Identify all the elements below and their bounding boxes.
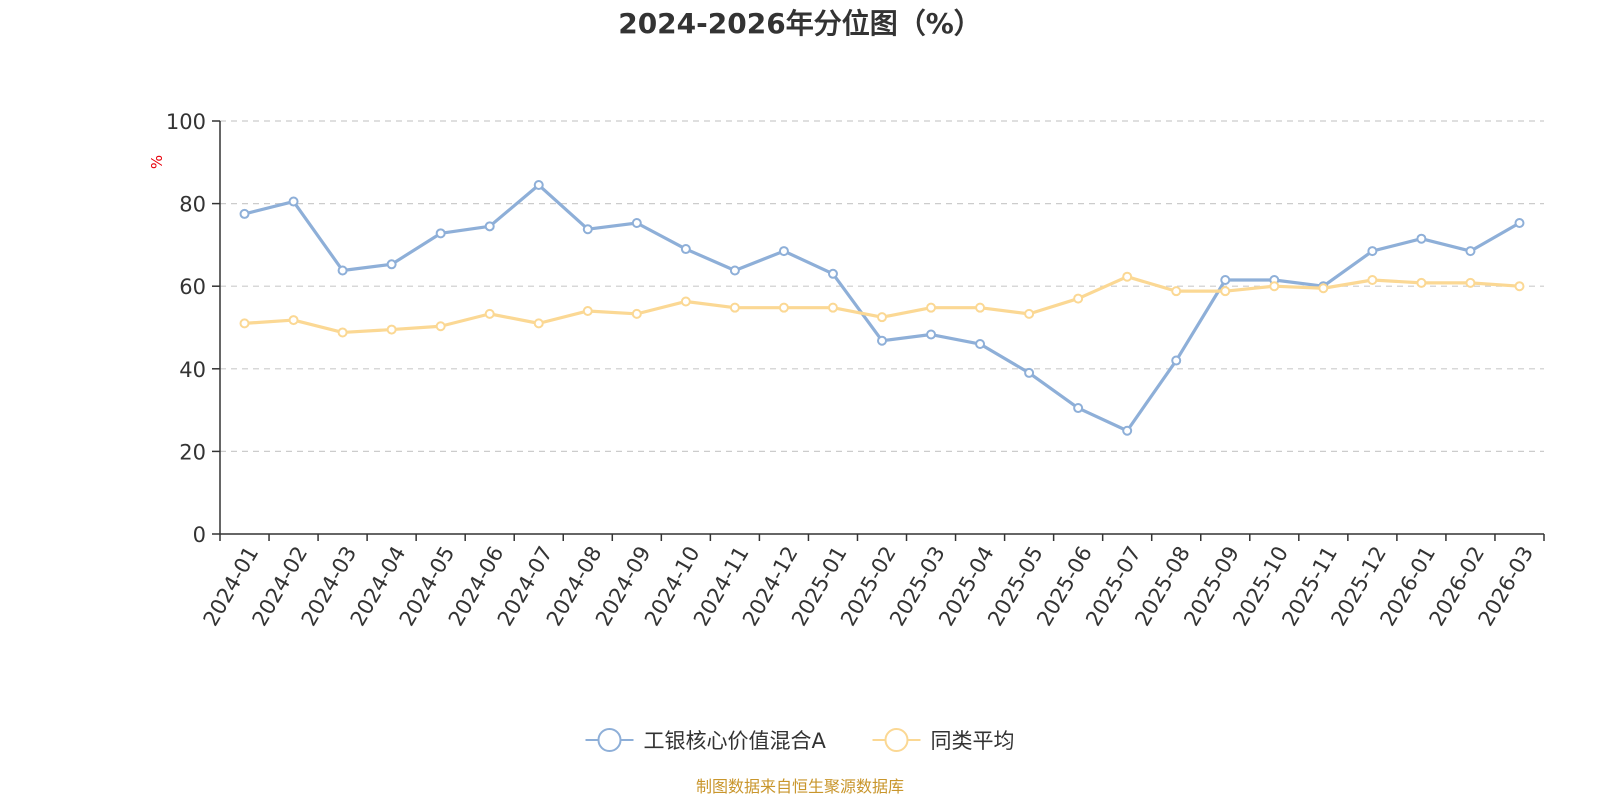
data-point[interactable]	[1269, 281, 1280, 292]
data-point[interactable]	[1024, 308, 1035, 319]
series-line	[244, 183, 1521, 433]
y-tick-label: 20	[179, 440, 206, 464]
y-tick-label: 0	[193, 523, 206, 547]
data-point[interactable]	[926, 302, 937, 313]
data-point[interactable]	[239, 208, 250, 219]
legend-label: 工银核心价值混合A	[644, 729, 827, 753]
data-source-note: 制图数据来自恒生聚源数据库	[696, 777, 904, 796]
legend-swatch-marker	[884, 728, 909, 752]
data-point[interactable]	[1122, 425, 1133, 436]
data-point[interactable]	[1073, 293, 1084, 304]
data-point[interactable]	[288, 196, 299, 207]
data-point[interactable]	[582, 305, 593, 316]
data-point[interactable]	[582, 224, 593, 235]
data-point[interactable]	[1171, 286, 1182, 297]
data-point[interactable]	[729, 302, 740, 313]
data-point[interactable]	[827, 268, 838, 279]
data-point[interactable]	[1416, 277, 1427, 288]
data-point[interactable]	[1465, 246, 1476, 257]
data-point[interactable]	[1465, 277, 1476, 288]
data-point[interactable]	[680, 296, 691, 307]
y-axis-unit-label: %	[148, 155, 166, 169]
data-point[interactable]	[386, 324, 397, 335]
data-point[interactable]	[239, 318, 250, 329]
legend[interactable]: 工银核心价值混合A 同类平均	[585, 728, 1015, 753]
data-point[interactable]	[386, 259, 397, 270]
y-tick-label: 80	[179, 193, 206, 217]
series-1	[239, 180, 1525, 436]
data-point[interactable]	[631, 308, 642, 319]
data-point[interactable]	[1220, 286, 1231, 297]
y-tick-label: 100	[166, 110, 206, 134]
data-point[interactable]	[926, 329, 937, 340]
data-point[interactable]	[435, 321, 446, 332]
data-point[interactable]	[975, 339, 986, 350]
data-point[interactable]	[1171, 355, 1182, 366]
data-point[interactable]	[1514, 281, 1525, 292]
data-point[interactable]	[1122, 271, 1133, 282]
data-point[interactable]	[337, 265, 348, 276]
legend-label: 同类平均	[931, 729, 1015, 753]
data-point[interactable]	[680, 244, 691, 255]
data-point[interactable]	[1318, 283, 1329, 294]
data-point[interactable]	[533, 180, 544, 191]
data-point[interactable]	[1073, 403, 1084, 414]
data-point[interactable]	[729, 265, 740, 276]
data-point[interactable]	[778, 246, 789, 257]
data-point[interactable]	[1367, 246, 1378, 257]
series-2	[239, 271, 1525, 338]
chart-title: 2024-2026年分位图（%）	[618, 7, 982, 40]
data-point[interactable]	[631, 218, 642, 229]
data-point[interactable]	[877, 335, 887, 346]
axes: 0204060801002024-012024-022024-032024-04…	[166, 110, 1545, 630]
data-point[interactable]	[1514, 218, 1525, 229]
legend-swatch-marker	[597, 728, 622, 752]
data-point[interactable]	[975, 302, 986, 313]
data-point[interactable]	[435, 228, 446, 239]
legend-item-1[interactable]: 工银核心价值混合A	[585, 728, 827, 753]
data-point[interactable]	[1367, 275, 1378, 286]
legend-item-2[interactable]: 同类平均	[872, 728, 1015, 753]
y-tick-label: 40	[179, 358, 206, 382]
data-point[interactable]	[827, 302, 838, 313]
data-point[interactable]	[778, 302, 789, 313]
data-point[interactable]	[1220, 275, 1231, 286]
series-lines	[239, 180, 1525, 436]
data-point[interactable]	[484, 308, 495, 319]
data-point[interactable]	[337, 327, 348, 338]
y-tick-label: 60	[179, 275, 206, 299]
data-point[interactable]	[1024, 367, 1035, 378]
data-point[interactable]	[533, 318, 544, 329]
grid-lines	[220, 120, 1544, 452]
data-point[interactable]	[1416, 233, 1427, 244]
data-point[interactable]	[877, 312, 887, 323]
series-line	[244, 275, 1520, 335]
data-point[interactable]	[288, 315, 299, 326]
data-point[interactable]	[484, 221, 495, 232]
